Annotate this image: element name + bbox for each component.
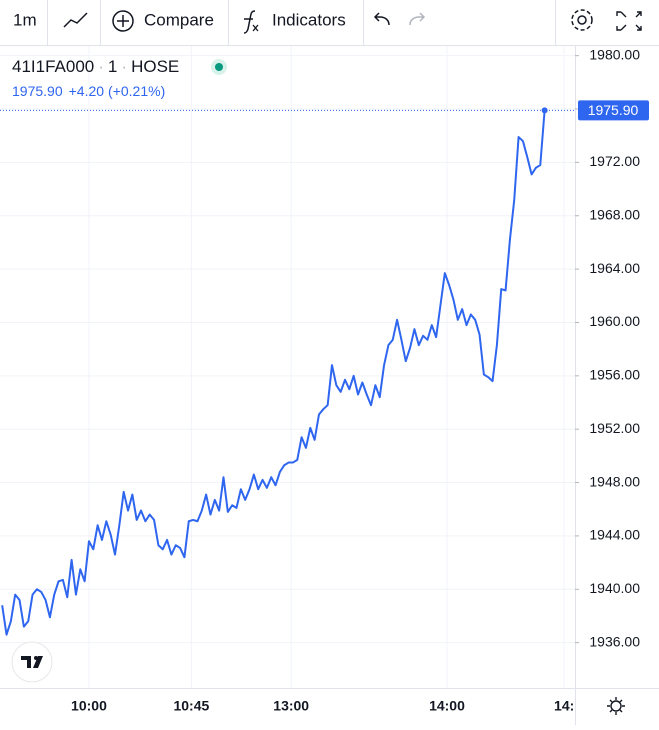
logo[interactable] [11,641,53,683]
legend-change-pct: (+0.21%) [108,83,165,99]
y-tick-label: 1960.00 [589,313,640,329]
time-axis-settings[interactable] [607,697,625,715]
logo-dot [34,656,38,660]
market-status-dot [215,63,223,71]
symbol-exchange: HOSE [131,57,179,76]
last-price-dot [541,107,548,114]
y-tick-label: 1956.00 [589,367,640,383]
y-tick-label: 1952.00 [589,420,640,436]
toolbar [0,0,659,45]
x-tick-label: 10:00 [71,698,107,714]
legend-change: +4.20 [69,83,105,99]
x-tick-label: 13:00 [273,698,309,714]
fullscreen-button[interactable] [616,11,642,31]
indicators-button[interactable] [243,10,259,34]
symbol: 41I1FA000 · 1 · HOSE [12,57,179,76]
x-tick-label: 14: [554,698,574,714]
x-tick-label: 10:45 [173,698,209,714]
y-tick-label: 1940.00 [589,580,640,596]
symbol-name: 41I1FA000 [12,57,94,76]
undo-button[interactable] [373,12,390,26]
symbol-interval: 1 [108,57,117,76]
legend-last: 1975.90 [12,83,63,99]
chart-type-button[interactable] [63,12,88,28]
grid [0,45,575,688]
interval-button[interactable]: 1m [13,10,37,29]
y-tick-label: 1936.00 [589,633,640,649]
y-tick-label: 1972.00 [589,153,640,169]
compare-label[interactable]: Compare [144,10,214,29]
y-tick-label: 1944.00 [589,527,640,543]
price-line [1,110,546,636]
y-tick-label: 1968.00 [589,206,640,222]
settings-button[interactable] [571,9,593,31]
indicators-label[interactable]: Indicators [272,10,346,29]
last-price-tag [578,100,649,121]
redo-button[interactable] [409,12,426,26]
plot [0,107,575,636]
y-tick-label: 1964.00 [589,260,640,276]
last-price-label: 1975.90 [588,102,639,118]
y-tick-label: 1980.00 [589,46,640,62]
legend-values: 1975.90 +4.20 (+0.21%) [12,83,165,99]
compare-button[interactable] [112,10,134,32]
x-tick-label: 14:00 [429,698,465,714]
y-tick-label: 1948.00 [589,473,640,489]
